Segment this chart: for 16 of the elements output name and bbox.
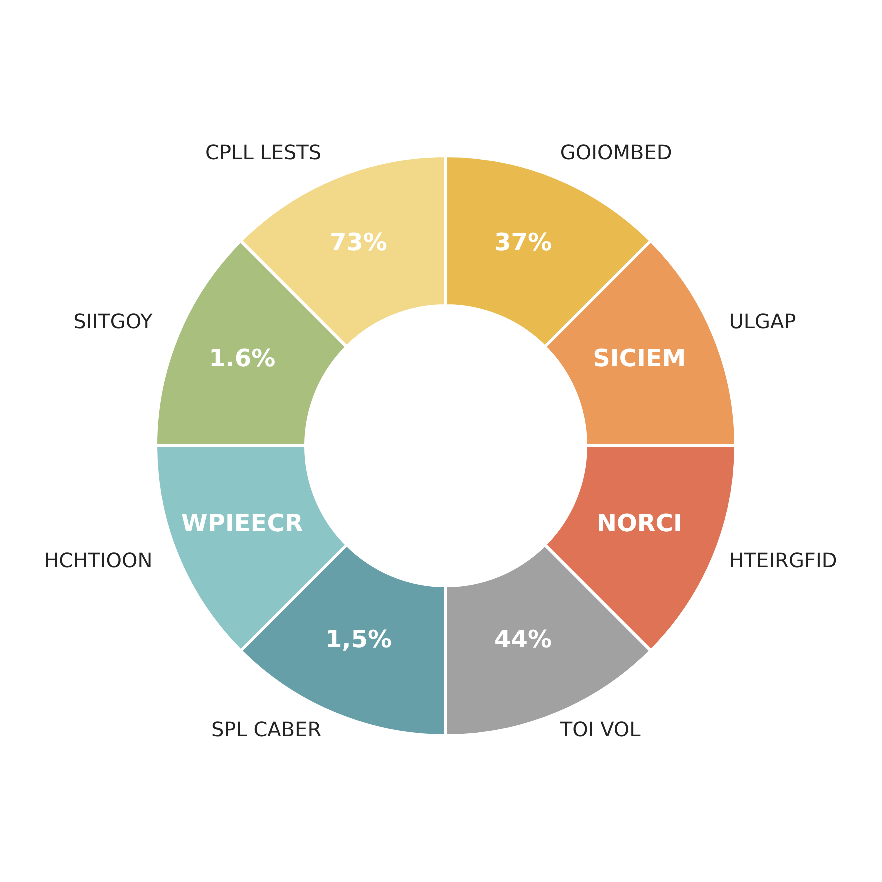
text: NORCI (596, 509, 682, 538)
text: 44% (494, 626, 552, 654)
text: WPIEECR (181, 509, 304, 538)
slice-label: SPL CABER (211, 717, 322, 742)
slice-label: HCHTIOON (44, 548, 153, 572)
text: 1,5% (325, 626, 392, 654)
slice-label: SIITGOY (74, 310, 154, 334)
text: 73% (330, 228, 388, 256)
slice-label: HTEIRGFID (729, 548, 838, 572)
text: 37% (494, 228, 552, 256)
slice-label: GOIOMBED (560, 140, 672, 165)
slice-label: TOI VOL (559, 717, 642, 742)
slice-label: ULGAP (729, 310, 796, 334)
text: SICIEM (593, 344, 686, 373)
text: 1.6% (209, 344, 276, 373)
slice-label: CPLL LESTS (206, 140, 322, 165)
